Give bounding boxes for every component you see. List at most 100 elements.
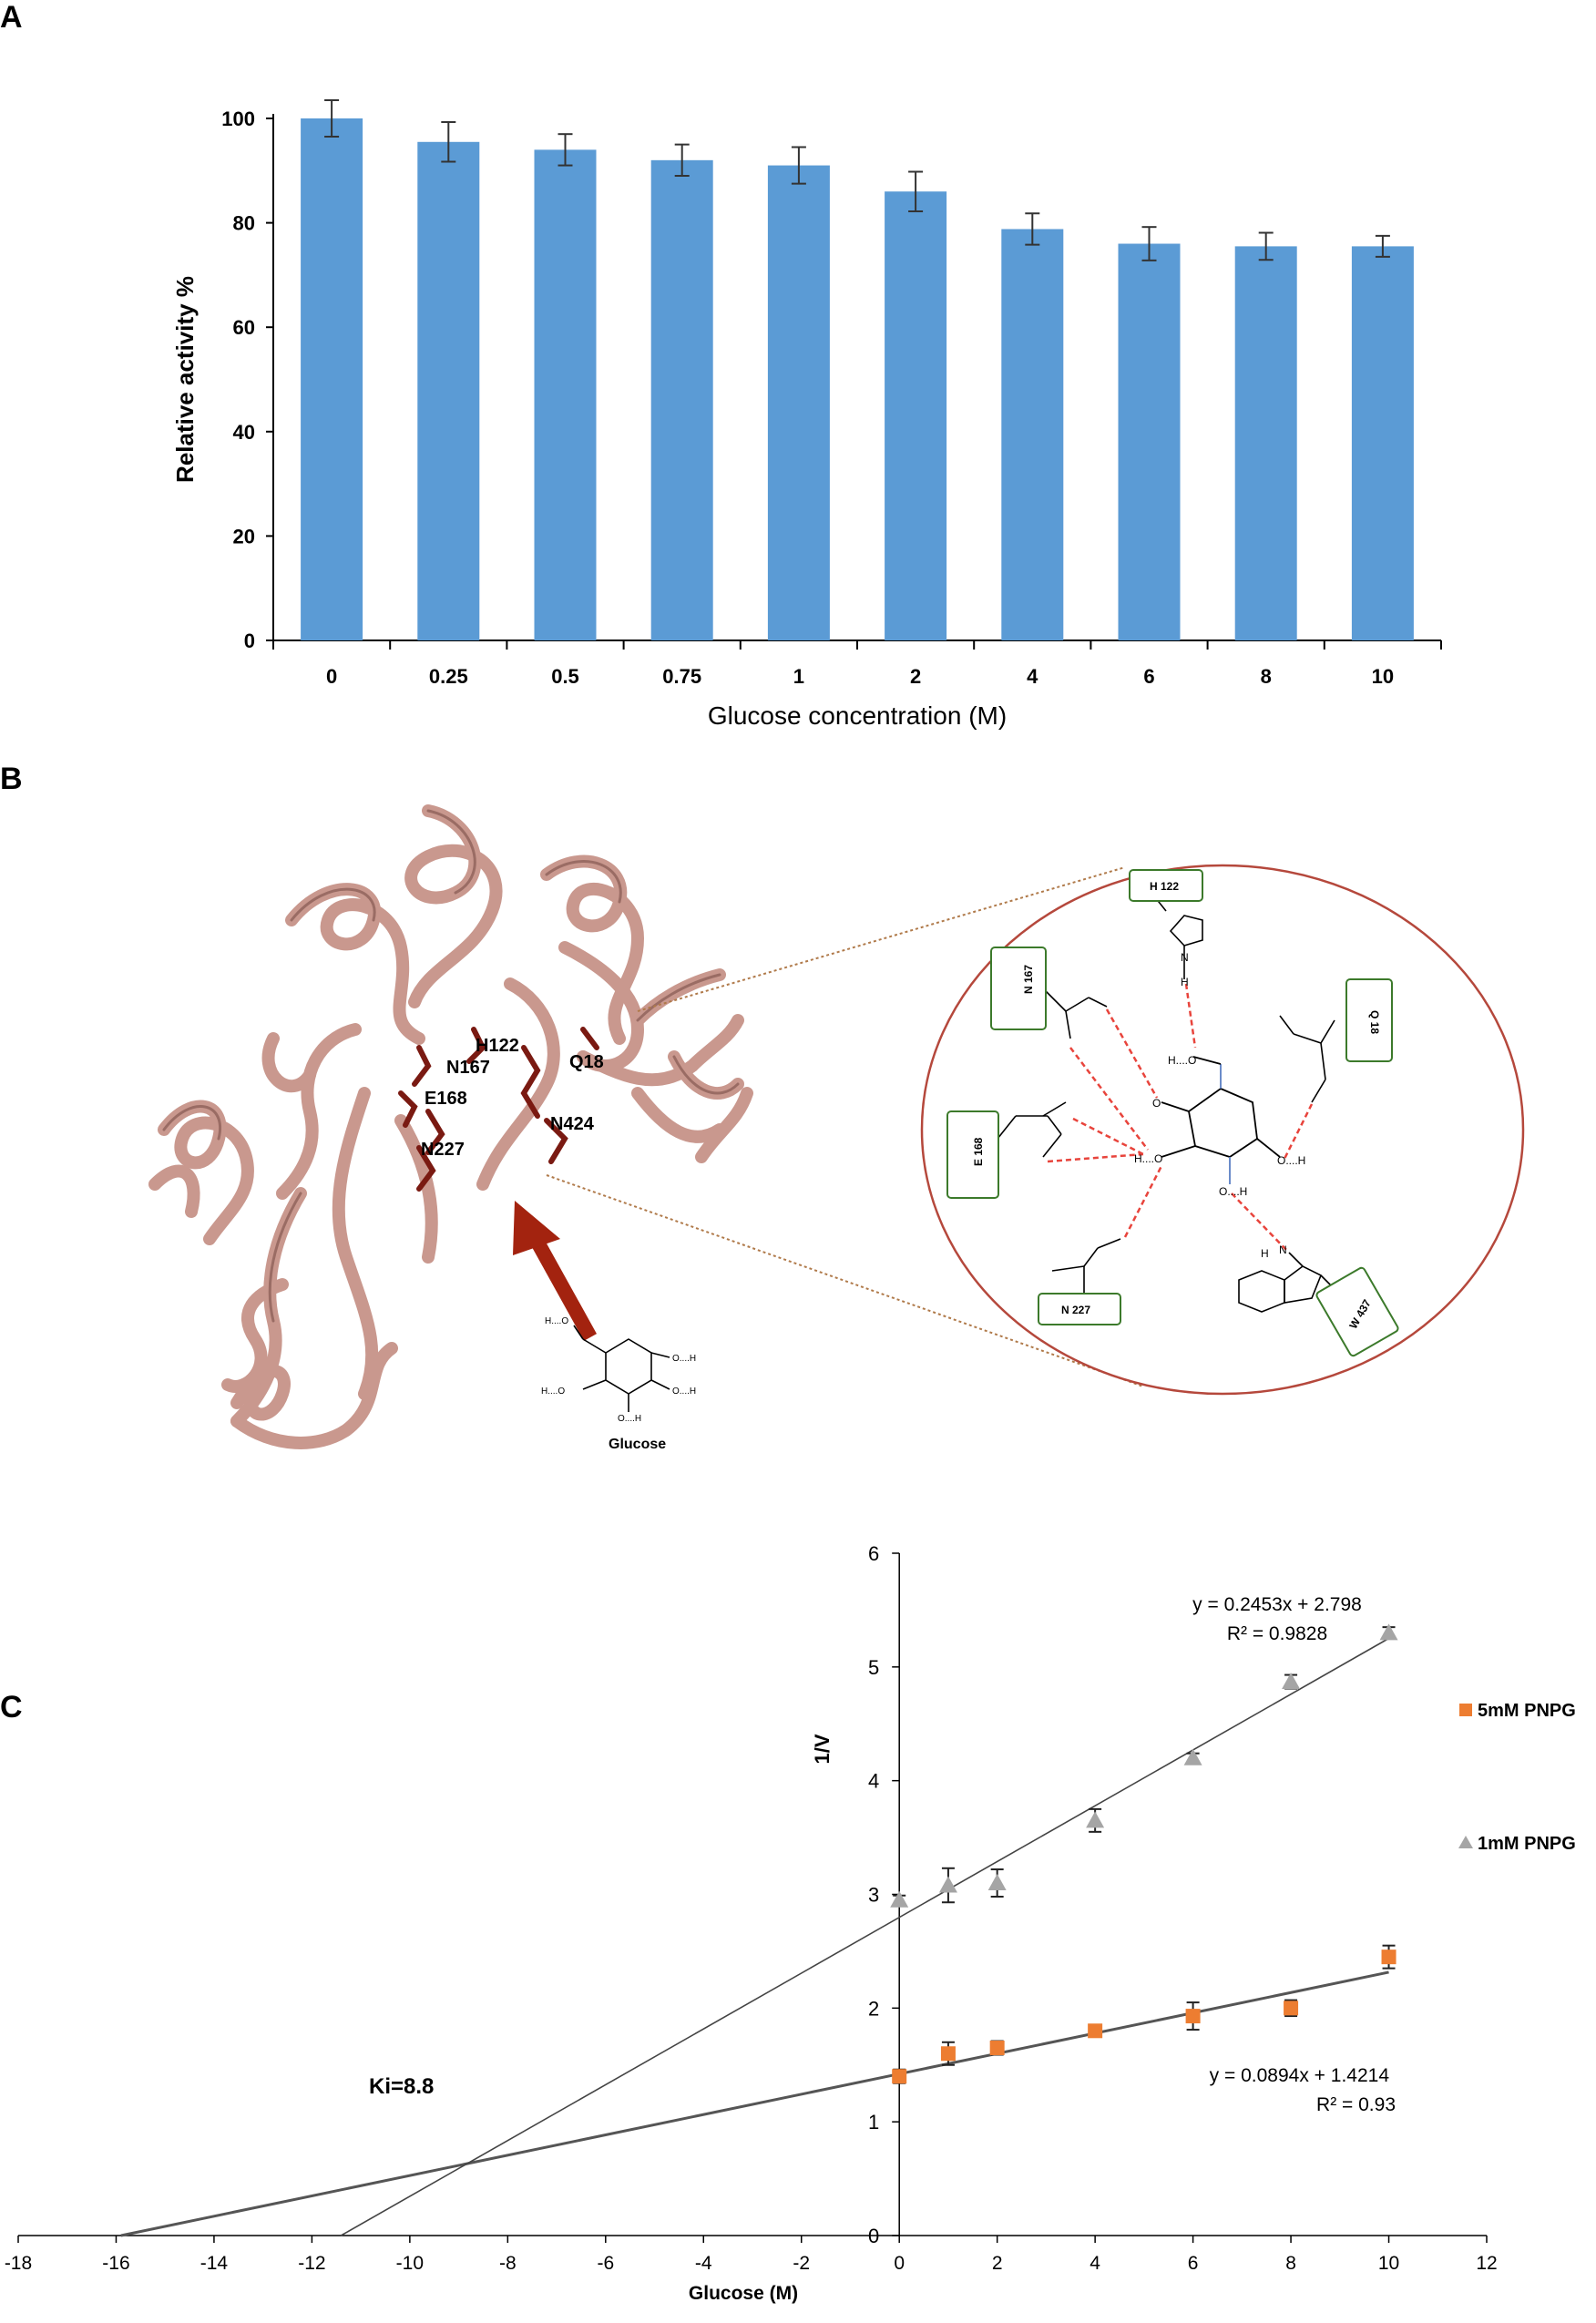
x-tick-label: -6 [597, 2253, 614, 2274]
residue-box-label: N 167 [1022, 965, 1035, 994]
x-tick-label: -10 [396, 2253, 424, 2274]
data-point [1379, 1623, 1398, 1641]
protein-structure-diagram: H122 N167 Q18 E168 N424 N227 H....O O...… [148, 804, 1525, 1452]
glucose-molecule: H....O O....H O....H H....O O....H Gluco… [541, 1316, 696, 1452]
residue-label: N227 [421, 1140, 465, 1160]
x-tick-label: 6 [1188, 2253, 1199, 2274]
dixon-plot: -18 -16 -14 -12 -10 -8 -6 -4 -2 0 2 4 6 8 10 120123456G… [5, 1542, 1576, 2304]
dixon-plot-axes [17, 1552, 1488, 2243]
x-tick-label: 0 [326, 665, 337, 688]
inset-atom: H....O [1168, 1054, 1196, 1067]
glucose-atom: O....H [618, 1414, 641, 1424]
y-tick-label: 3 [868, 1884, 879, 1907]
panel-label-b: B [0, 762, 23, 796]
y-tick-label: 20 [233, 525, 255, 547]
residue-label: N424 [550, 1114, 595, 1134]
y-tick-label: 2 [868, 1997, 879, 2020]
bar-chart-labels: 0 20 40 60 80 100 0 0.25 0.5 0.75 1 2 4 6 8 10 Glucose c… [171, 107, 1394, 730]
bar-chart: 0 20 40 60 80 100 0 0.25 0.5 0.75 1 2 4 6 8 10 Glucose c… [171, 98, 1442, 730]
legend-marker-1mm [1458, 1836, 1473, 1848]
bar [1001, 229, 1064, 640]
bar-chart-bars [301, 98, 1414, 641]
data-point [1284, 2001, 1299, 2016]
residue-label: H122 [476, 1036, 519, 1056]
bar [650, 159, 713, 641]
inset-atom: N [1279, 1243, 1287, 1256]
active-site-residues [398, 1027, 599, 1192]
x-tick-label: -18 [5, 2253, 32, 2274]
data-point [1282, 1673, 1301, 1690]
x-tick-label: 10 [1378, 2253, 1399, 2274]
x-axis-label: Glucose concentration (M) [708, 701, 1007, 730]
glucose-atom: O....H [672, 1387, 696, 1397]
residue-label: Q18 [569, 1052, 604, 1072]
trendline [120, 1970, 1389, 2237]
data-point [1381, 1949, 1396, 1965]
data-point [987, 1874, 1007, 1891]
glucose-atom: O....H [672, 1354, 696, 1364]
y-tick-label: 40 [233, 421, 255, 444]
panel-label-c: C [0, 1690, 23, 1724]
protein-ribbon-shadow [162, 809, 740, 1323]
y-axis-label: 1/V [811, 1734, 834, 1764]
data-point [1185, 2009, 1201, 2024]
equation-1mm: y = 0.2453x + 2.798 [1192, 1594, 1362, 1615]
x-tick-label: 4 [1090, 2253, 1100, 2274]
inset-atom: H....O [1134, 1152, 1162, 1165]
residue-box-label: E 168 [972, 1137, 985, 1166]
legend-label-5mm: 5mM PNPG [1478, 1701, 1576, 1721]
x-axis-label: Glucose (M) [689, 2283, 798, 2304]
x-tick-label: 2 [992, 2253, 1003, 2274]
inset-atom: O....H [1277, 1154, 1305, 1167]
data-point [1088, 2023, 1103, 2039]
residue-box-label: H 122 [1150, 880, 1179, 893]
inset-atom: O [1152, 1097, 1161, 1110]
residue-label: E168 [425, 1089, 467, 1109]
y-tick-label: 100 [221, 107, 255, 130]
glucose-atom: H....O [541, 1387, 565, 1397]
data-point [938, 1876, 957, 1893]
y-tick-label: 80 [233, 212, 255, 235]
residue-labels: H122 N167 Q18 E168 N424 N227 [421, 1036, 604, 1160]
bar [885, 191, 947, 640]
inset-atom: H [1261, 1247, 1269, 1260]
x-tick-label: 6 [1143, 665, 1154, 688]
dixon-plot-points [890, 1623, 1398, 2084]
x-tick-label: 0.5 [551, 665, 579, 688]
y-axis-label: Relative activity % [171, 276, 199, 483]
r2-1mm: R² = 0.9828 [1227, 1623, 1327, 1644]
x-tick-label: 0.25 [429, 665, 468, 688]
ki-annotation: Ki=8.8 [369, 2074, 434, 2099]
residue-box-label: Q 18 [1368, 1010, 1381, 1034]
panel-label-a: A [0, 0, 23, 35]
bar [301, 118, 363, 640]
binding-arrow [513, 1201, 597, 1341]
bar [767, 165, 830, 640]
data-point [989, 2041, 1005, 2056]
y-tick-label: 1 [868, 2111, 879, 2134]
trendline [340, 1637, 1389, 2236]
x-tick-label: 1 [793, 665, 804, 688]
legend-marker-5mm [1459, 1704, 1472, 1716]
inset-atom: H [1181, 976, 1189, 988]
r2-5mm: R² = 0.93 [1316, 2094, 1396, 2115]
x-tick-label: 8 [1261, 665, 1272, 688]
x-tick-label: 10 [1372, 665, 1394, 688]
inset-atom: O....H [1219, 1185, 1247, 1198]
x-tick-label: -2 [793, 2253, 810, 2274]
bar [534, 149, 597, 640]
data-point [1086, 1811, 1105, 1828]
protein-ribbon [148, 804, 753, 1449]
binding-site-inset: H....O O H....O O....H O....H N H N H H … [920, 864, 1525, 1396]
data-point [940, 2046, 956, 2062]
x-tick-label: 4 [1027, 665, 1038, 688]
y-tick-label: 4 [868, 1770, 879, 1793]
x-tick-label: 0.75 [662, 665, 701, 688]
data-point [1183, 1748, 1202, 1765]
x-tick-label: -8 [499, 2253, 517, 2274]
inset-atom: N [1181, 951, 1189, 964]
data-point [890, 1890, 909, 1908]
dixon-plot-fit-lines [120, 1637, 1389, 2237]
residue-label: N167 [446, 1058, 490, 1078]
residue-box-label: N 227 [1061, 1304, 1090, 1316]
